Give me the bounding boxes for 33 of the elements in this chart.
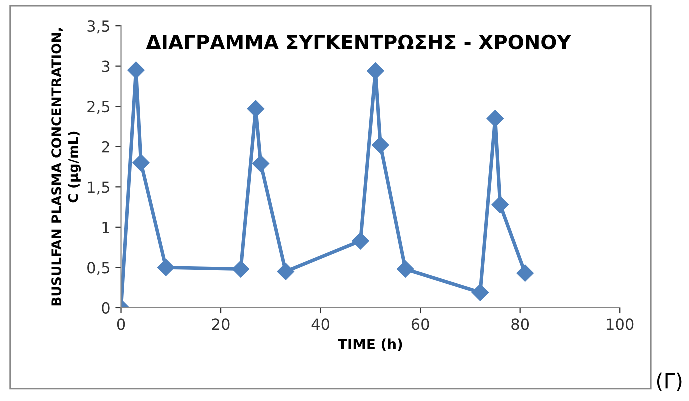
chart-title: ΔΙΑΓΡΑΜΜΑ ΣΥΓΚΕΝΤΡΩΣΗΣ - ΧΡΟΝΟΥ [146, 34, 572, 50]
point [472, 284, 489, 302]
x-tick-label: 40 [312, 318, 330, 330]
point [397, 260, 414, 278]
y-tick-label: 2,5 [88, 101, 110, 114]
point [252, 155, 270, 172]
point [367, 62, 384, 80]
x-axis-title: TIME (h) [338, 338, 402, 352]
x-tick-label: 0 [117, 318, 126, 330]
point [486, 110, 504, 128]
y-tick-label: 0 [102, 302, 110, 314]
x-tick-label: 20 [212, 318, 230, 330]
y-tick-label: 1,5 [88, 182, 110, 195]
x-tick-label: 80 [512, 318, 530, 330]
x-tick-label: 60 [412, 318, 430, 330]
y-axis-title: BUSULFAN PLASMA CONCENTRATION, C (μg/mL) [52, 28, 81, 306]
y-tick-label: 3 [102, 60, 110, 72]
y-tick-label: 1 [102, 222, 110, 234]
point [516, 264, 534, 282]
point [352, 232, 370, 250]
point [158, 259, 175, 276]
text: (Γ) [657, 372, 682, 392]
point [128, 62, 145, 79]
y-tick-label: 0,5 [88, 262, 110, 276]
x-tick-label: 100 [607, 318, 634, 330]
point [132, 154, 150, 172]
point [232, 260, 250, 278]
point [492, 196, 509, 214]
point [247, 100, 264, 118]
point [277, 263, 294, 280]
point [372, 136, 390, 154]
y-tick-label: 2 [102, 141, 110, 153]
y-tick-label: 3,5 [88, 20, 110, 34]
